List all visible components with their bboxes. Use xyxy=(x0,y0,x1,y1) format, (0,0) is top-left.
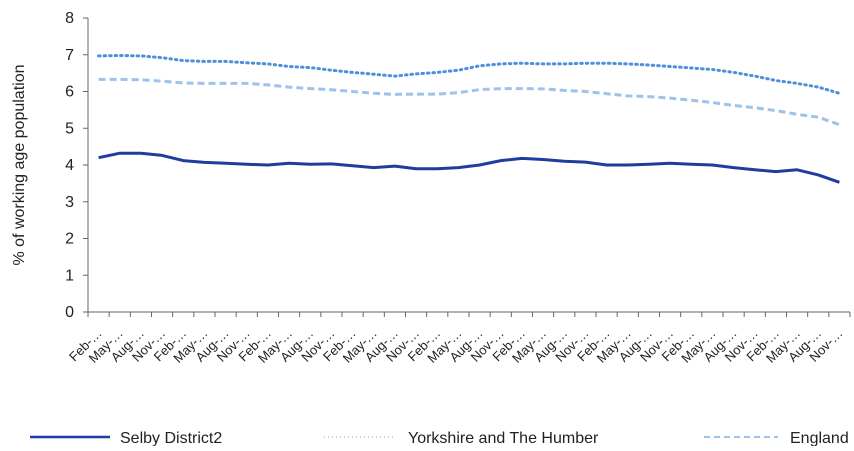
series-lines xyxy=(98,55,839,182)
y-tick-label: 1 xyxy=(65,267,74,284)
y-tick-label: 2 xyxy=(65,231,74,248)
y-tick-label: 6 xyxy=(65,84,74,101)
series-line-0 xyxy=(99,153,840,182)
y-tick-label: 7 xyxy=(65,47,74,64)
legend-label-0: Selby District2 xyxy=(120,430,222,446)
series-line-2 xyxy=(99,79,840,124)
y-tick-label: 5 xyxy=(65,120,74,137)
legend-label-1: Yorkshire and The Humber xyxy=(408,430,599,446)
legend-label-2: England xyxy=(790,430,849,446)
y-tick-label: 3 xyxy=(65,194,74,211)
y-axis-title: % of working age population xyxy=(11,64,28,265)
legend: Selby District2 Yorkshire and The Humber E… xyxy=(30,430,849,446)
y-tick-label: 8 xyxy=(65,10,74,27)
y-tick-label: 0 xyxy=(65,304,74,321)
series-line-1 xyxy=(99,56,840,94)
y-tick-label: 4 xyxy=(65,157,74,174)
